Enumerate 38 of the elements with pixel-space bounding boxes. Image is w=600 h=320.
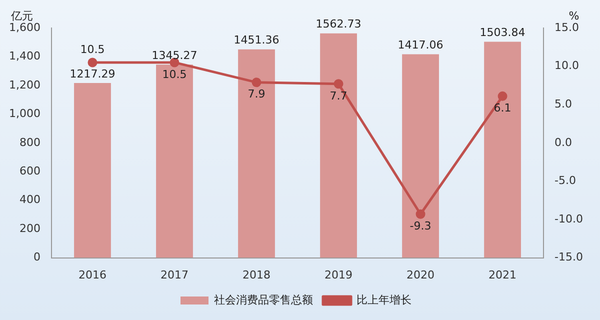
data-label: 7.7 (330, 89, 348, 102)
y2-tick-label: -10.0 (554, 212, 584, 226)
x-tick-label: 2016 (78, 268, 106, 282)
y-tick-label: 600 (19, 164, 40, 178)
y-tick-label: 1,600 (8, 20, 40, 34)
y-tick-label: 200 (19, 222, 40, 235)
y2-tick-label: 5.0 (554, 97, 572, 110)
data-label: 1562.73 (316, 18, 362, 31)
data-label: 1417.06 (398, 38, 444, 52)
y-tick-label: 800 (19, 136, 40, 149)
y2-axis-title: % (568, 9, 580, 22)
y-axis-title: 亿元 (10, 9, 33, 22)
y-tick-label: 0 (33, 250, 40, 264)
data-label: 1503.84 (480, 26, 526, 40)
y2-tick-label: 10.0 (554, 59, 580, 72)
y2-tick-label: -5.0 (554, 174, 576, 188)
data-label: 10.5 (80, 42, 105, 56)
x-tick-label: 2020 (406, 268, 435, 282)
data-label: 7.9 (248, 88, 266, 101)
data-label: -9.3 (410, 219, 432, 232)
data-label: 10.5 (162, 68, 187, 81)
x-tick-label: 2018 (242, 268, 271, 282)
data-label: 1345.27 (152, 48, 198, 62)
y-tick-label: 400 (19, 193, 40, 206)
data-label: 1217.29 (70, 67, 116, 80)
y-tick-label: 1,200 (8, 78, 40, 92)
x-tick-label: 2019 (324, 268, 353, 282)
legend-label: 比上年增长 (356, 293, 412, 306)
legend-label: 社会消费品零售总额 (214, 293, 313, 306)
y2-tick-label: 15.0 (554, 20, 580, 34)
y-tick-label: 1,400 (8, 50, 40, 63)
x-tick-label: 2017 (160, 268, 189, 282)
data-label: 6.1 (494, 102, 512, 115)
y-tick-label: 1,000 (8, 107, 40, 120)
y2-tick-label: -15.0 (554, 250, 584, 264)
y2-tick-label: 0.0 (554, 136, 572, 149)
data-label: 1451.36 (234, 34, 280, 47)
x-tick-label: 2021 (488, 268, 517, 282)
